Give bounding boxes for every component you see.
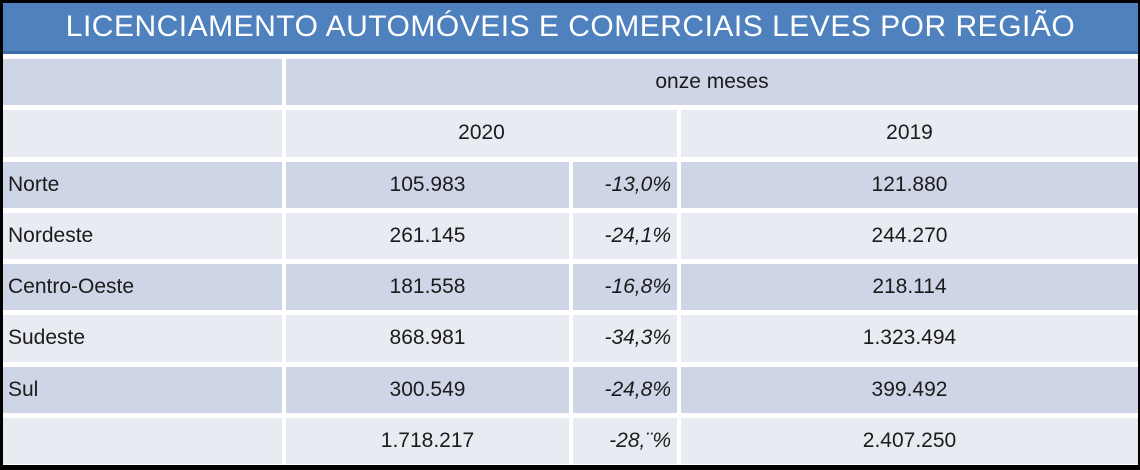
region-label: Norte [3,161,282,208]
value-2019: 1.323.494 [681,315,1138,362]
value-2020: 868.981 [286,315,569,362]
value-2019: 218.114 [681,264,1138,311]
value-2019: 121.880 [681,161,1138,208]
empty-cell [3,110,282,157]
value-2020: 261.145 [286,212,569,259]
total-value-2019: 2.407.250 [681,417,1138,464]
total-pct-change: -28,¨% [573,417,677,464]
year-header-2019: 2019 [681,110,1138,157]
value-2019: 244.270 [681,212,1138,259]
period-header: onze meses [286,59,1138,106]
value-2020: 300.549 [286,366,569,413]
total-value-2020: 1.718.217 [286,417,569,464]
pct-change: -16,8% [573,264,677,311]
region-label: Sul [3,366,282,413]
corner-empty-cell [3,59,282,106]
value-2019: 399.492 [681,366,1138,413]
pct-change: -13,0% [573,161,677,208]
year-header-2020: 2020 [286,110,677,157]
region-label: Nordeste [3,212,282,259]
pct-change: -24,1% [573,212,677,259]
value-2020: 181.558 [286,264,569,311]
value-2020: 105.983 [286,161,569,208]
total-empty-cell [3,417,282,464]
page-title: LICENCIAMENTO AUTOMÓVEIS E COMERCIAIS LE… [3,3,1138,54]
pct-change: -34,3% [573,315,677,362]
region-label: Sudeste [3,315,282,362]
pct-change: -24,8% [573,366,677,413]
licensing-table: onze meses 2020 2019 Norte 105.983 -13,0… [3,59,1138,464]
region-label: Centro-Oeste [3,264,282,311]
